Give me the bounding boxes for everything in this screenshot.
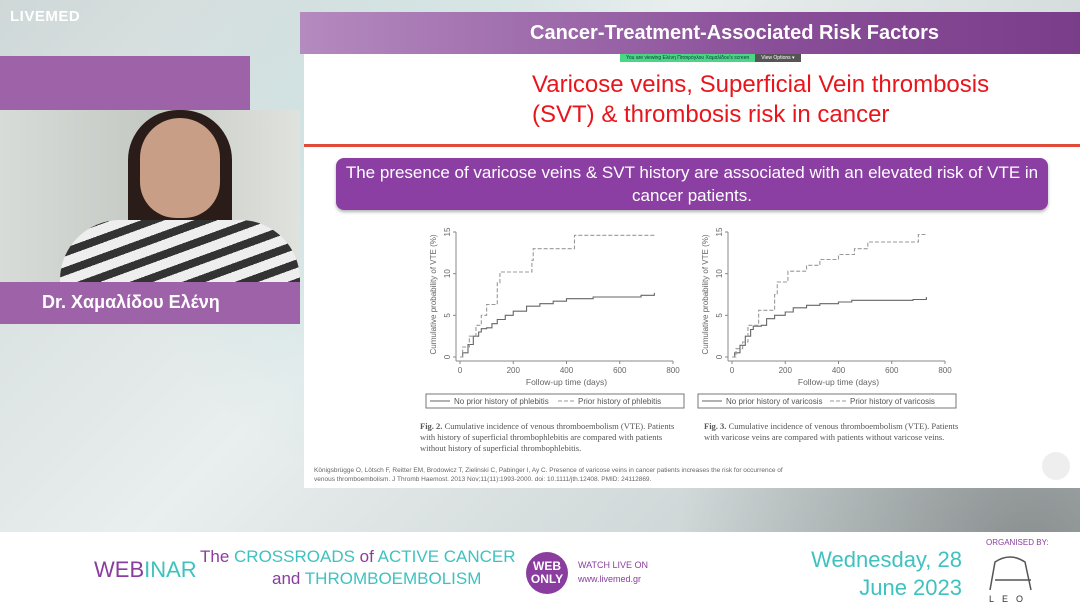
- x-tick-label: 800: [938, 366, 952, 375]
- slide-title-line2: (SVT) & thrombosis risk in cancer: [532, 101, 890, 128]
- speaker-video: [0, 110, 300, 282]
- t1: The: [200, 547, 235, 566]
- header-bar: Cancer-Treatment-Associated Risk Factors: [300, 12, 1080, 54]
- svg-text:LEO: LEO: [989, 594, 1031, 604]
- speaker-shirt: [60, 220, 300, 282]
- t6: THROMBOEMBOLISM: [304, 569, 482, 588]
- view-options-label: View Options: [761, 55, 791, 61]
- date-line1: Wednesday, 28: [811, 547, 962, 572]
- y-tick-label: 15: [443, 227, 452, 236]
- chart-fig2: 0 200 400 600 800 0 5 10 15 Follow-up time (days)…: [425, 227, 685, 409]
- caption-fig2-label: Fig. 2.: [420, 421, 443, 431]
- reference: Königsbrügge O, Lötsch F, Reitter EM, Br…: [314, 467, 783, 483]
- legend-label: Prior history of phlebitis: [578, 397, 661, 406]
- x-axis-label: Follow-up time (days): [798, 377, 879, 387]
- livemed-logo: LIVEMED: [10, 8, 81, 25]
- y-tick-label: 0: [443, 354, 452, 359]
- t5: and: [272, 569, 305, 588]
- x-tick-label: 600: [613, 366, 627, 375]
- header-title: Cancer-Treatment-Associated Risk Factors: [530, 22, 940, 44]
- shared-slide: You are viewing Ελένη Πιτσιρόγλου Χαμαλί…: [304, 54, 1080, 488]
- x-axis-label: Follow-up time (days): [526, 377, 607, 387]
- watch-live: WATCH LIVE ON www.livemed.gr: [578, 558, 648, 586]
- legend-label: Prior history of varicosis: [850, 397, 935, 406]
- y-tick-label: 0: [715, 354, 724, 359]
- webinar-a: WEB: [94, 557, 145, 582]
- speaker-name: Dr. Χαμαλίδου Ελένη: [0, 282, 300, 324]
- y-tick-label: 10: [715, 269, 724, 278]
- date-line2: June 2023: [859, 575, 962, 600]
- caption-fig2: Fig. 2. Cumulative incidence of venous t…: [420, 421, 680, 454]
- legend-label: No prior history of phlebitis: [454, 397, 549, 406]
- caption-fig3: Fig. 3. Cumulative incidence of venous t…: [704, 421, 959, 443]
- watch-text: WATCH LIVE ON: [578, 560, 649, 570]
- screenshare-bar: You are viewing Ελένη Πιτσιρόγλου Χαμαλί…: [620, 54, 801, 62]
- series-line-solid: [460, 292, 655, 358]
- series-line-dashed: [732, 233, 927, 358]
- key-message: The presence of varicose veins & SVT his…: [336, 158, 1048, 210]
- webinar-label: WEBINAR: [94, 557, 197, 583]
- chart-fig3: 0 200 400 600 800 0 5 10 15 Follow-up time (days)…: [697, 227, 957, 409]
- t3: of: [359, 547, 378, 566]
- event-title: The CROSSROADS of ACTIVE CANCER and THRO…: [200, 546, 516, 590]
- legend-box: [697, 393, 957, 409]
- x-tick-label: 200: [779, 366, 793, 375]
- webinar-b: INAR: [144, 557, 197, 582]
- legend-label: No prior history of varicosis: [726, 397, 822, 406]
- series-line-solid: [732, 297, 927, 358]
- leo-logo: LEO: [989, 556, 1032, 604]
- y-axis-label: Cumulative probability of VTE (%): [701, 234, 710, 354]
- x-tick-label: 600: [885, 366, 899, 375]
- slide-title-line1: Varicose veins, Superficial Vein thrombo…: [532, 71, 990, 98]
- watch-url[interactable]: www.livemed.gr: [578, 574, 642, 584]
- y-tick-label: 5: [715, 313, 724, 318]
- y-tick-label: 10: [443, 269, 452, 278]
- x-tick-label: 800: [666, 366, 680, 375]
- t4: ACTIVE CANCER: [377, 547, 516, 566]
- legend-box: [425, 393, 685, 409]
- video-top-bar: [0, 56, 250, 110]
- view-options-button[interactable]: View Options ▾: [755, 54, 801, 62]
- event-date: Wednesday, 28 June 2023: [790, 546, 962, 602]
- y-tick-label: 15: [715, 227, 724, 236]
- caption-fig3-text: Cumulative incidence of venous thromboem…: [704, 421, 959, 442]
- y-axis-label: Cumulative probability of VTE (%): [429, 234, 438, 354]
- slide-title: Varicose veins, Superficial Vein thrombo…: [532, 70, 989, 130]
- caption-fig2-text: Cumulative incidence of venous thromboem…: [420, 421, 675, 453]
- pointer-circle: [1042, 452, 1070, 480]
- viewing-notice: You are viewing Ελένη Πιτσιρόγλου Χαμαλί…: [620, 54, 756, 62]
- x-tick-label: 0: [730, 366, 735, 375]
- t2: CROSSROADS: [234, 547, 360, 566]
- x-tick-label: 0: [458, 366, 463, 375]
- caption-fig3-label: Fig. 3.: [704, 421, 727, 431]
- x-tick-label: 400: [560, 366, 574, 375]
- divider: [304, 144, 1080, 147]
- organised-by: ORGANISED BY:: [986, 538, 1049, 547]
- web-only-badge: WEB ONLY: [526, 552, 568, 594]
- x-tick-label: 400: [832, 366, 846, 375]
- speaker-face: [140, 118, 220, 218]
- y-tick-label: 5: [443, 313, 452, 318]
- footer-banner: WEBINAR The CROSSROADS of ACTIVE CANCER …: [0, 532, 1080, 608]
- x-tick-label: 200: [507, 366, 521, 375]
- series-line-dashed: [460, 234, 655, 358]
